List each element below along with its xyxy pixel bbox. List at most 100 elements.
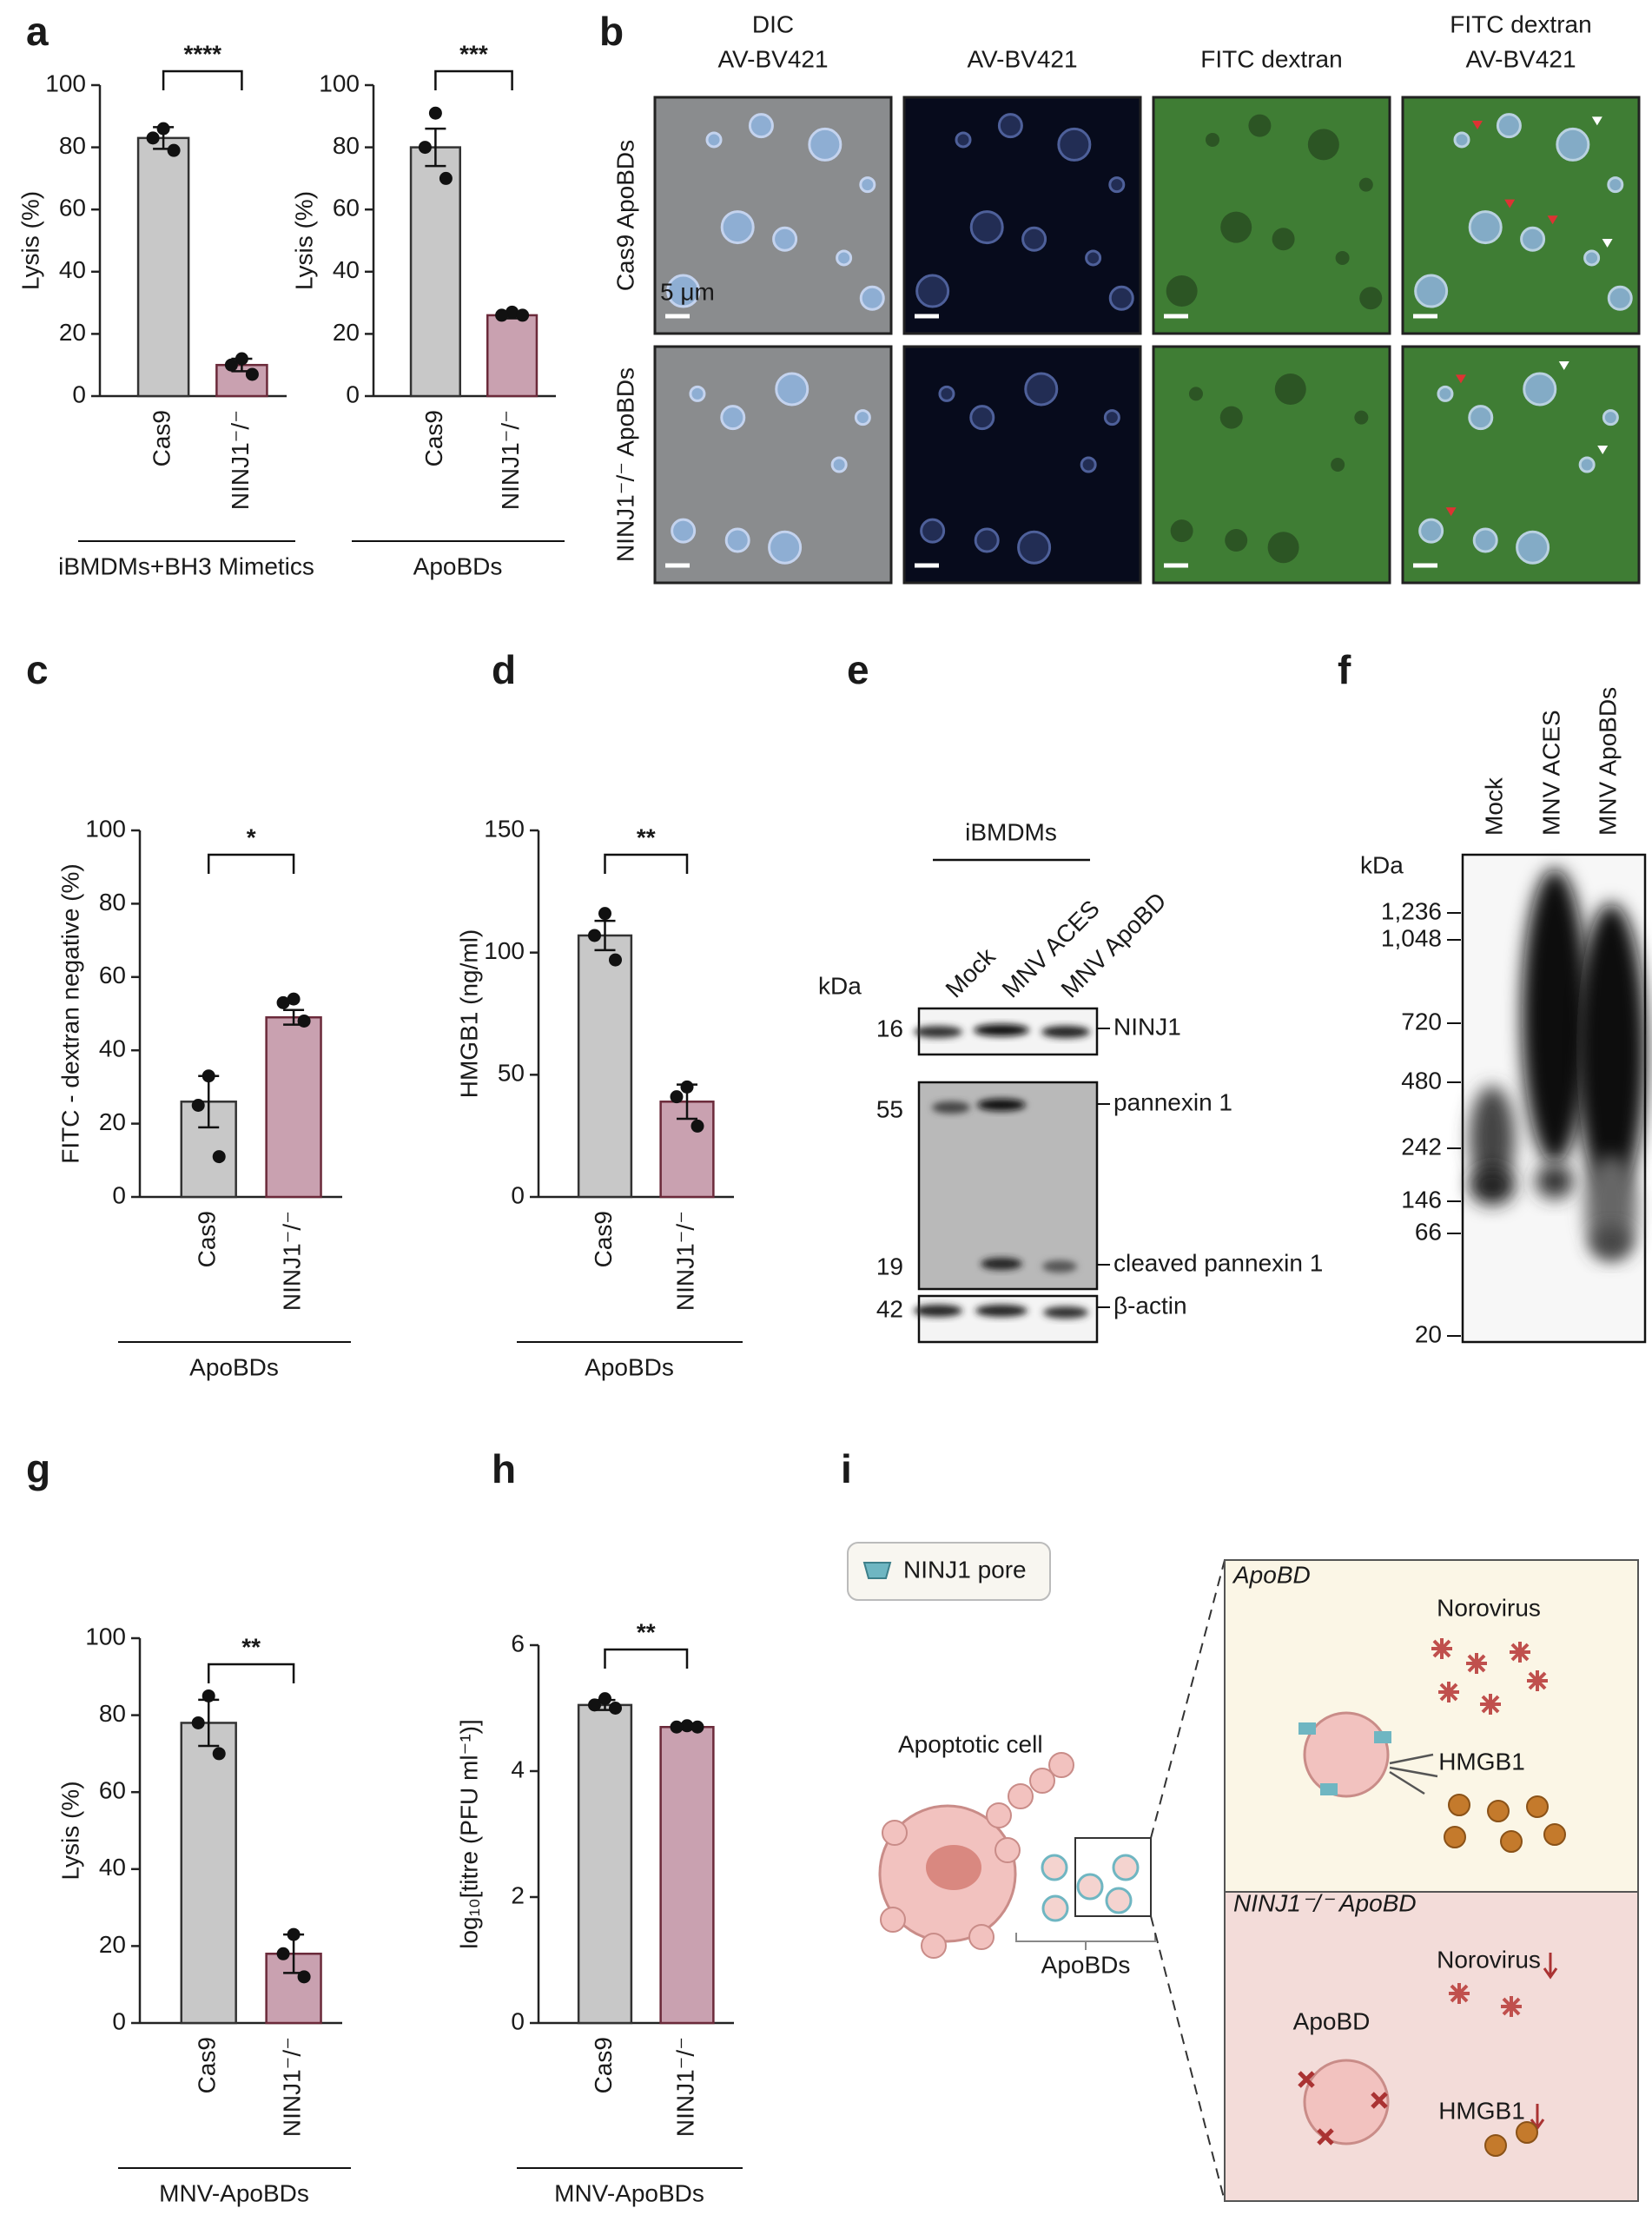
bar: [409, 146, 461, 398]
significance-bracket: [604, 1648, 689, 1669]
apobd: [859, 176, 876, 194]
significance-bracket: [162, 69, 243, 90]
micrograph: [902, 96, 1142, 335]
y-tick-label: 0: [112, 1181, 126, 1208]
dextran-void: [1225, 529, 1248, 552]
virus: [1449, 1983, 1470, 2004]
apobd: [938, 385, 955, 402]
data-point: [680, 1719, 694, 1733]
detail-bottom: [1224, 1891, 1639, 2202]
apobd: [1516, 530, 1550, 565]
dextran-void: [1359, 287, 1383, 310]
y-tick-label: 80: [59, 132, 86, 159]
column-header: FITC dextran: [1450, 10, 1591, 37]
micrograph: [1152, 96, 1391, 335]
y-tick-label: 2: [511, 1881, 525, 1908]
mw-marker: 1,236: [1381, 897, 1442, 924]
smear: [1522, 869, 1588, 1164]
x-tick-label: NINJ1⁻/⁻: [278, 1211, 305, 1311]
scale-bar-label: 5 μm: [660, 278, 715, 305]
y-tick-label: 80: [333, 132, 360, 159]
bar: [577, 934, 633, 1199]
error-bar: [594, 919, 616, 952]
band: [977, 1099, 1026, 1111]
data-point: [146, 131, 160, 145]
significance-bracket: [604, 853, 689, 874]
mw-marker: 19: [876, 1253, 903, 1279]
detail-text: Norovirus: [1437, 1946, 1541, 1973]
apobd: [1080, 456, 1097, 473]
x-tick-label: NINJ1⁻/⁻: [278, 2037, 305, 2137]
bar: [486, 314, 539, 398]
group-label: ApoBDs: [413, 552, 503, 579]
apobd: [772, 226, 798, 252]
apobd-icon: [1112, 1854, 1140, 1881]
y-tick-label: 60: [333, 195, 360, 221]
apobd-icon: [1041, 1894, 1069, 1922]
apobd: [974, 527, 1000, 553]
x-tick-label: Cas9: [590, 2037, 617, 2093]
bleb: [995, 1837, 1021, 1863]
smear: [1470, 1167, 1515, 1205]
significance-bracket: [434, 69, 513, 90]
arrowhead: [1602, 238, 1613, 248]
apobd: [969, 210, 1004, 245]
data-point: [191, 1716, 205, 1729]
apobd: [1607, 176, 1624, 194]
apobd: [920, 518, 946, 544]
detail-text: HMGB1: [1438, 1748, 1525, 1775]
apobd: [1453, 131, 1470, 149]
apobd: [666, 274, 701, 308]
smear: [1590, 1226, 1632, 1258]
x-tick-label: NINJ1⁻/⁻: [497, 410, 524, 510]
apobd: [724, 527, 750, 553]
dextran-void: [1248, 114, 1272, 137]
dextran-void: [1188, 387, 1203, 401]
apobd: [854, 409, 871, 426]
column-header: AV-BV421: [967, 45, 1077, 72]
arrowhead: [1455, 374, 1466, 384]
y-tick-label: 100: [319, 69, 360, 96]
apobd: [720, 210, 755, 245]
y-tick-label: 150: [484, 815, 525, 842]
hmgb1: [1543, 1823, 1566, 1846]
data-point: [598, 907, 611, 921]
dextran-void: [1354, 410, 1369, 425]
y-tick-label: 0: [72, 380, 86, 407]
mw-marker: 55: [876, 1095, 903, 1122]
panel-label: i: [841, 1446, 852, 1491]
apobd-detail: [1303, 1711, 1390, 1798]
bleb: [986, 1802, 1012, 1828]
detail-text: Norovirus: [1437, 1594, 1541, 1621]
hmgb1: [1487, 1800, 1510, 1822]
blot: [917, 1081, 1099, 1291]
lane-label: MNV ACES: [1537, 710, 1564, 836]
zoom-lines: [1150, 1559, 1226, 2202]
dextran-void: [1307, 129, 1339, 161]
y-axis-label: FITC - dextran negative (%): [56, 863, 83, 1163]
apobd: [1108, 176, 1126, 194]
y-tick-label: 0: [346, 380, 360, 407]
error-bar: [425, 127, 446, 168]
hmgb1: [1448, 1794, 1470, 1816]
arrowhead: [1504, 199, 1516, 208]
dextran-void: [1206, 132, 1219, 147]
arrowhead: [1445, 507, 1457, 517]
data-point: [609, 1702, 622, 1715]
mw-marker: 1,048: [1381, 924, 1442, 951]
mw-marker: 66: [1415, 1218, 1442, 1245]
band-label: cleaved pannexin 1: [1113, 1249, 1323, 1276]
y-tick-label: 50: [498, 1060, 525, 1087]
hmgb1: [1444, 1826, 1466, 1848]
significance-bracket: [207, 853, 295, 874]
apobd: [955, 131, 972, 149]
dextran-void: [1331, 458, 1345, 472]
panel-label: b: [599, 9, 624, 54]
x-tick-label: Cas9: [194, 1211, 221, 1267]
bleb: [1048, 1752, 1074, 1778]
apobd: [859, 285, 885, 311]
y-axis-label: log₁₀[titre (PFU ml⁻¹)]: [455, 1719, 482, 1949]
apobd: [1607, 285, 1633, 311]
arrowhead: [1472, 120, 1483, 129]
bar: [577, 1703, 633, 2025]
